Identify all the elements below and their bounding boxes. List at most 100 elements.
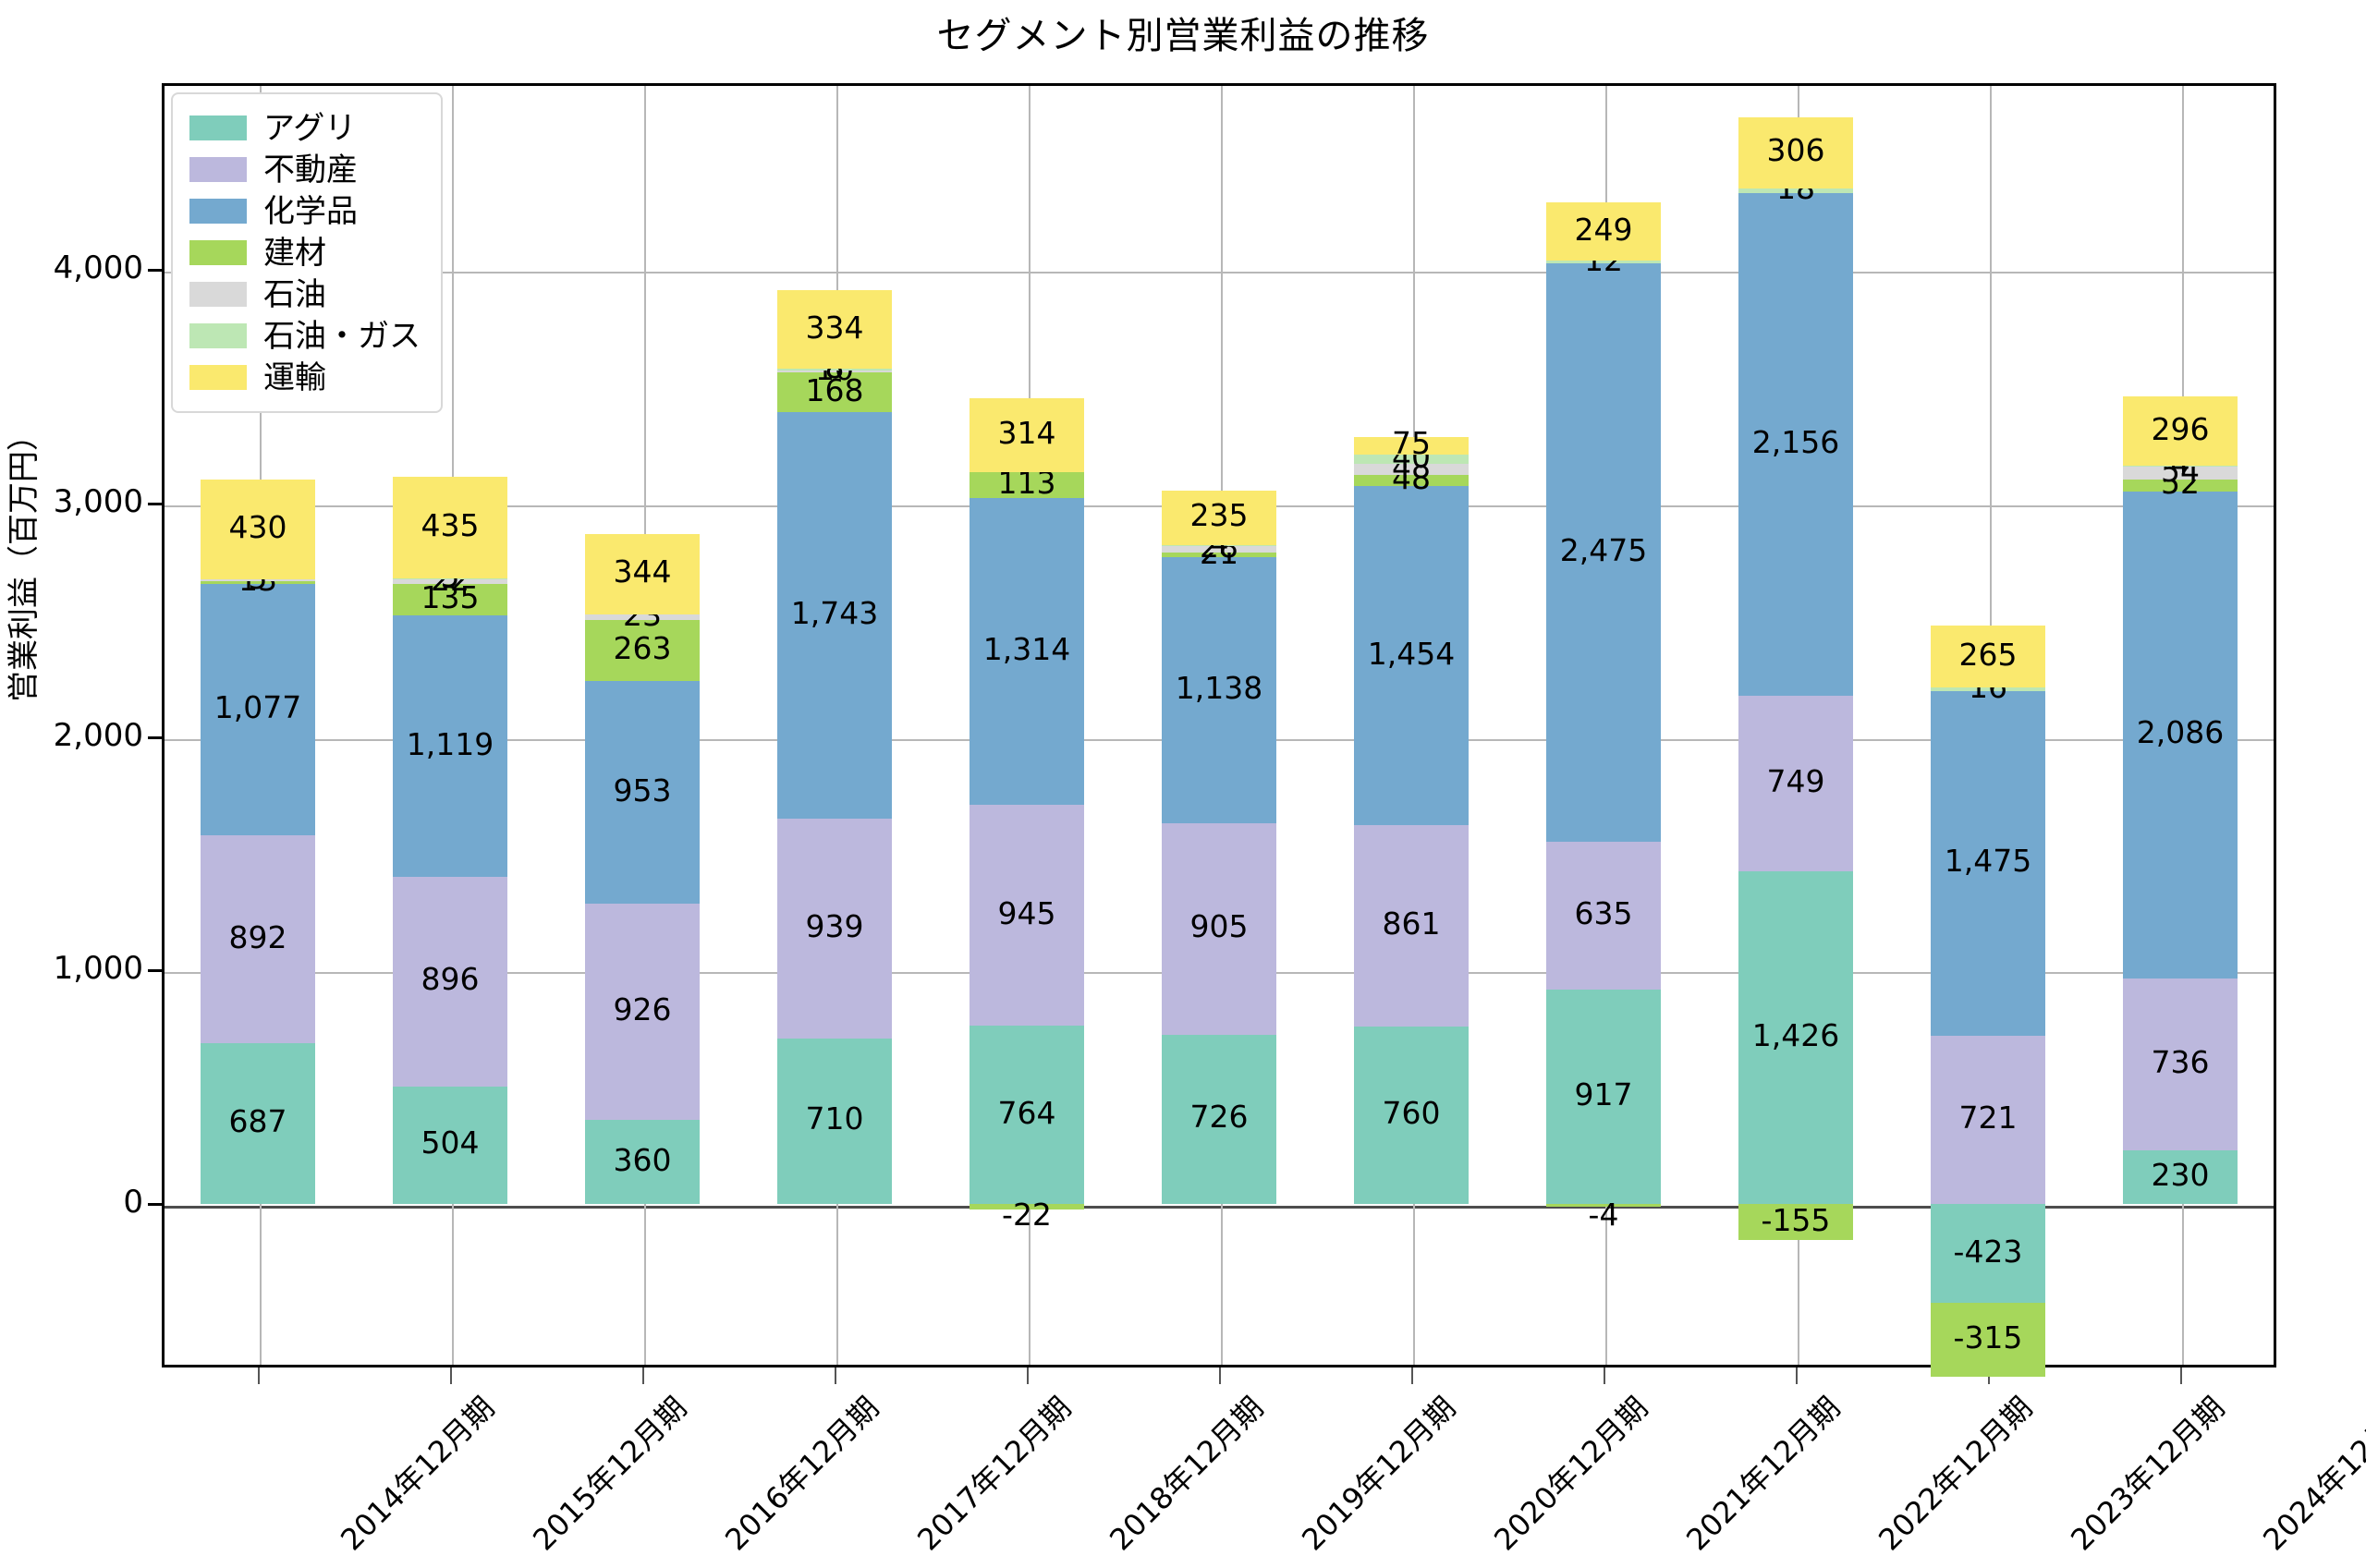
bar-segment[interactable] xyxy=(392,577,508,579)
bar-segment[interactable] xyxy=(392,877,508,1087)
bar-segment[interactable] xyxy=(200,583,316,836)
bar-segment[interactable] xyxy=(776,368,893,371)
bar-segment[interactable] xyxy=(200,1043,316,1205)
bar-segment[interactable] xyxy=(392,1086,508,1205)
bar-segment[interactable] xyxy=(776,372,893,412)
bar-group[interactable]: 764 945 1,314 113 314 -22 xyxy=(969,83,1085,1367)
x-axis-tick xyxy=(642,1367,644,1384)
bar-segment[interactable] xyxy=(969,1026,1085,1205)
bar-segment[interactable] xyxy=(1161,544,1277,546)
bar-group[interactable]: 760 861 1,454 48 48 40 75 xyxy=(1353,83,1470,1367)
legend-item-6[interactable]: 運輸 xyxy=(189,357,421,398)
legend-item-5[interactable]: 石油・ガス xyxy=(189,315,421,357)
y-axis-tick xyxy=(148,1203,162,1207)
bar-segment[interactable] xyxy=(776,370,893,373)
zero-baseline xyxy=(165,1206,2274,1209)
bar-segment[interactable] xyxy=(1930,691,2046,1036)
bar-segment[interactable] xyxy=(1161,490,1277,545)
bar-segment[interactable] xyxy=(200,835,316,1044)
bar-segment[interactable] xyxy=(2122,479,2238,492)
x-axis-tick xyxy=(1604,1367,1605,1384)
bar-segment[interactable] xyxy=(1930,626,2046,688)
bar-segment[interactable] xyxy=(1738,188,1854,193)
x-axis-tick-label: 2022年12月期 xyxy=(1872,1390,2040,1558)
bar-segment[interactable] xyxy=(1161,545,1277,553)
bar-segment[interactable] xyxy=(969,398,1085,472)
legend-item-4[interactable]: 石油 xyxy=(189,273,421,315)
bar-segment[interactable] xyxy=(1353,454,1470,464)
bar-segment[interactable] xyxy=(1161,822,1277,1035)
bar-segment[interactable] xyxy=(1545,202,1662,261)
bar-segment[interactable] xyxy=(2122,491,2238,978)
bar-segment[interactable] xyxy=(1930,687,2046,692)
bar-segment[interactable] xyxy=(1930,1302,2046,1377)
bar-segment[interactable] xyxy=(969,805,1085,1026)
bar-segment[interactable] xyxy=(2122,1149,2238,1205)
bar-segment[interactable] xyxy=(392,578,508,585)
bar-segment[interactable] xyxy=(200,580,316,584)
bar-segment[interactable] xyxy=(1353,825,1470,1027)
bar-segment[interactable] xyxy=(1738,696,1854,871)
x-axis-tick xyxy=(1796,1367,1798,1384)
x-axis-tick xyxy=(450,1367,452,1384)
bar-segment[interactable] xyxy=(1353,1027,1470,1205)
bar-segment[interactable] xyxy=(1353,436,1470,455)
bar-segment[interactable] xyxy=(1161,552,1277,558)
bar-segment[interactable] xyxy=(969,471,1085,499)
bar-segment[interactable] xyxy=(1738,870,1854,1205)
bar-segment[interactable] xyxy=(392,615,508,878)
bar-segment[interactable] xyxy=(1545,263,1662,842)
bar-segment[interactable] xyxy=(776,819,893,1039)
bar-segment[interactable] xyxy=(392,476,508,578)
bar-segment[interactable] xyxy=(1545,261,1662,264)
bar-segment[interactable] xyxy=(1545,990,1662,1205)
bar-segment[interactable] xyxy=(1738,116,1854,188)
bar-segment[interactable] xyxy=(1738,1204,1854,1241)
legend-item-0[interactable]: アグリ xyxy=(189,107,421,149)
bar-segment[interactable] xyxy=(776,290,893,369)
bar-segment[interactable] xyxy=(2122,396,2238,466)
bar-segment[interactable] xyxy=(776,1038,893,1205)
bar-segment[interactable] xyxy=(1930,1035,2046,1205)
x-axis-tick-label: 2015年12月期 xyxy=(526,1390,694,1558)
bar-segment[interactable] xyxy=(392,584,508,616)
bar-segment[interactable] xyxy=(1161,1034,1277,1205)
bar-segment[interactable] xyxy=(2122,465,2238,467)
bar-segment[interactable] xyxy=(2122,978,2238,1150)
bar-segment[interactable] xyxy=(1353,485,1470,826)
bar-segment[interactable] xyxy=(1353,474,1470,486)
y-axis-tick-label: 2,000 xyxy=(53,716,143,754)
bar-segment[interactable] xyxy=(584,904,701,1121)
bar-segment[interactable] xyxy=(584,614,701,620)
bar-segment[interactable] xyxy=(1545,841,1662,991)
bar-segment[interactable] xyxy=(969,498,1085,806)
bar-segment[interactable] xyxy=(584,619,701,682)
legend-item-1[interactable]: 不動産 xyxy=(189,149,421,190)
legend-swatch-icon xyxy=(189,323,247,348)
bar-segment[interactable] xyxy=(200,479,316,580)
legend-swatch-icon xyxy=(189,157,247,182)
legend-item-2[interactable]: 化学品 xyxy=(189,190,421,232)
bar-segment[interactable] xyxy=(584,681,701,905)
bar-segment[interactable] xyxy=(1930,1204,2046,1303)
bar-segment[interactable] xyxy=(969,1204,1085,1209)
bar-segment[interactable] xyxy=(584,534,701,614)
legend-item-3[interactable]: 建材 xyxy=(189,232,421,273)
bar-segment[interactable] xyxy=(1545,1204,1662,1208)
bar-segment[interactable] xyxy=(2122,466,2238,480)
y-axis-label: 営業利益（百万円） xyxy=(6,419,43,702)
legend-item-label: 建材 xyxy=(263,234,326,272)
bar-group[interactable]: 360 926 953 263 23 344 xyxy=(584,83,701,1367)
bar-segment[interactable] xyxy=(1161,557,1277,823)
bar-segment[interactable] xyxy=(776,411,893,820)
bar-segment[interactable] xyxy=(584,1120,701,1205)
bar-segment[interactable] xyxy=(1738,192,1854,697)
bar-segment[interactable] xyxy=(1353,463,1470,475)
bar-segment[interactable] xyxy=(200,579,316,581)
